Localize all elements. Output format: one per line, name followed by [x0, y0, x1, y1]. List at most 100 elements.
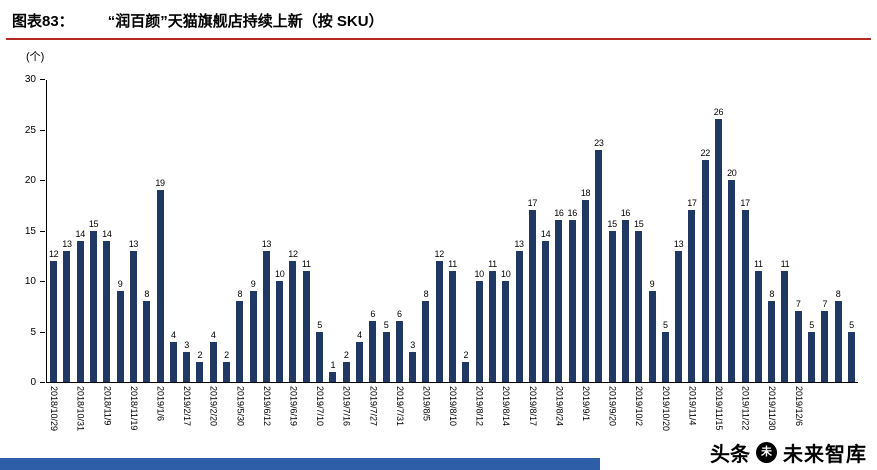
- bar: [169, 341, 177, 382]
- bar-value-label: 2: [197, 349, 203, 360]
- bar-value-label: 14: [75, 228, 86, 239]
- y-tick-label: 30: [24, 74, 36, 85]
- bar-column: 19 2019/1/6: [153, 80, 166, 421]
- bar: [143, 301, 151, 382]
- bar-column: 6 2019/7/27: [366, 80, 379, 426]
- bar-value-label: 10: [274, 269, 285, 279]
- x-axis-label: 2019/8/24: [554, 386, 565, 427]
- bar-value-label: 13: [673, 238, 684, 249]
- bar-column: 6 2019/7/31: [393, 80, 406, 426]
- x-axis-label: 2019/8/17: [527, 386, 538, 427]
- x-axis-label: 2019/8/12: [474, 386, 485, 427]
- bar: [223, 361, 230, 382]
- x-axis-label: 2019/2/20: [208, 386, 219, 427]
- bar-value-label: 1: [330, 359, 336, 370]
- x-axis-label: 2019/12/6: [793, 386, 804, 427]
- x-axis-label: 2019/11/22: [740, 386, 751, 431]
- bar-value-label: 4: [357, 329, 362, 340]
- x-axis-label: 2019/6/12: [261, 386, 272, 427]
- bar-value-label: 23: [594, 137, 604, 148]
- bar: [409, 351, 417, 382]
- bar-column: 8 2019/5/30: [233, 80, 246, 426]
- bar-column: 9: [645, 80, 658, 382]
- bar-value-label: 12: [48, 248, 59, 259]
- bar-value-label: 12: [434, 248, 445, 259]
- bar-column: 5: [845, 80, 858, 382]
- bar-value-label: 16: [620, 208, 631, 219]
- x-axis-label: 2019/10/2: [634, 386, 645, 427]
- bar-column: 20: [725, 80, 738, 382]
- bar-value-label: 6: [397, 309, 402, 320]
- x-axis-label: 2019/1/6: [155, 386, 166, 422]
- bar-column: 10 2019/8/12: [473, 80, 486, 427]
- bar-column: 17 2019/11/22: [738, 80, 751, 431]
- bar: [276, 281, 284, 382]
- bar-value-label: 4: [170, 329, 176, 340]
- page-title: “润百颜”天猫旗舰店持续上新（按 SKU）: [107, 13, 384, 30]
- bar: [701, 159, 709, 382]
- y-axis-unit: (个): [26, 51, 45, 63]
- bar-column: 13 2019/6/12: [260, 80, 273, 426]
- bar: [316, 331, 324, 382]
- bar-value-label: 8: [769, 289, 775, 300]
- bar: [262, 250, 270, 382]
- bar: [63, 250, 71, 382]
- bar-column: 8: [140, 80, 153, 382]
- bar-column: 3: [406, 80, 419, 382]
- bar: [781, 270, 789, 382]
- bar-value-label: 5: [383, 319, 389, 330]
- y-tick-label: 15: [24, 225, 36, 237]
- bar-value-label: 13: [261, 238, 272, 249]
- bar: [329, 371, 337, 382]
- bar-column: 10: [273, 80, 286, 382]
- bar-value-label: 9: [250, 279, 256, 290]
- x-axis-label: 2019/11/30: [767, 386, 778, 431]
- bar: [156, 190, 164, 382]
- bar-value-label: 7: [795, 299, 801, 310]
- bar-value-label: 3: [410, 339, 416, 350]
- y-tick-mark: [40, 281, 45, 282]
- bar-value-label: 10: [474, 269, 484, 279]
- x-axis-label: 2019/2/17: [182, 386, 193, 427]
- bar-value-label: 5: [809, 319, 814, 330]
- bar: [236, 301, 244, 382]
- bar-value-label: 16: [567, 208, 578, 219]
- bar-column: 11: [300, 80, 313, 382]
- bar-value-label: 8: [423, 289, 429, 300]
- bar-column: 3 2019/2/17: [180, 80, 193, 426]
- bar: [183, 351, 191, 382]
- bar-column: 5: [379, 80, 392, 382]
- bar: [834, 301, 842, 382]
- bar-value-label: 8: [144, 289, 150, 300]
- bar: [355, 341, 363, 382]
- y-tick-mark: [40, 79, 45, 80]
- bar-value-label: 15: [607, 218, 617, 229]
- bar-column: 5 2019/7/10: [313, 80, 326, 426]
- bar-value-label: 11: [488, 258, 497, 269]
- bar-column: 17 2019/8/17: [526, 80, 539, 426]
- bar: [728, 180, 736, 382]
- bar-column: 23: [592, 80, 605, 382]
- bar-value-label: 5: [849, 319, 854, 330]
- bar-column: 12: [433, 80, 446, 382]
- x-axis-label: 2018/11/9: [102, 386, 113, 426]
- bar-column: 14 2018/10/31: [74, 80, 87, 431]
- bar: [542, 240, 550, 382]
- bar-column: 16: [619, 80, 632, 382]
- bar: [714, 119, 722, 382]
- bar-value-label: 8: [835, 289, 841, 300]
- bar-value-label: 16: [554, 208, 564, 219]
- bar-column: 7: [818, 80, 831, 382]
- bar: [794, 311, 802, 382]
- bar: [475, 281, 483, 382]
- bar-column: 11: [778, 80, 791, 382]
- bar: [382, 331, 390, 382]
- bar: [847, 331, 855, 382]
- bar-column: 11: [486, 80, 499, 382]
- bar: [582, 200, 590, 382]
- x-axis-label: 2019/11/15: [713, 386, 724, 431]
- bar-value-label: 10: [501, 269, 511, 279]
- bar: [741, 210, 749, 382]
- bar-column: 15 2019/10/2: [632, 80, 645, 426]
